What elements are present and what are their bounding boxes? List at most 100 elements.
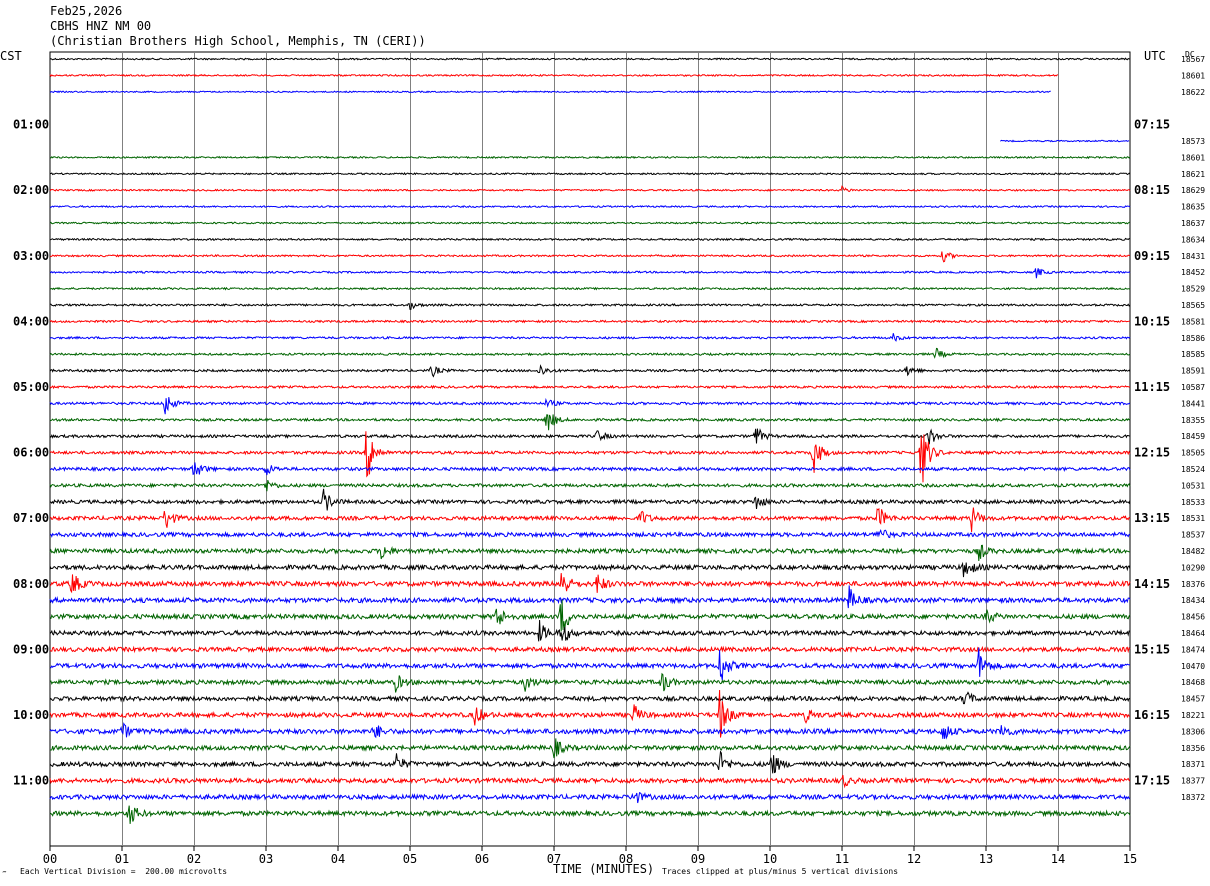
right-hour-label: 16:15 xyxy=(1134,708,1170,722)
dc-offset-label: 18434 xyxy=(1181,596,1205,605)
left-hour-label: 03:00 xyxy=(13,249,49,263)
dc-offset-label: 18567 xyxy=(1181,55,1205,64)
clip-note: Traces clipped at plus/minus 5 vertical … xyxy=(662,867,899,876)
x-tick-label: 09 xyxy=(691,852,705,866)
x-tick-label: 11 xyxy=(835,852,849,866)
left-hour-label: 01:00 xyxy=(13,118,49,132)
dc-offset-label: 18456 xyxy=(1181,613,1205,622)
left-hour-label: 11:00 xyxy=(13,774,49,788)
dc-offset-label: 18441 xyxy=(1181,399,1205,408)
x-tick-label: 06 xyxy=(475,852,489,866)
dc-offset-label: 18635 xyxy=(1181,203,1205,212)
dc-offset-label: 18377 xyxy=(1181,777,1205,786)
seismic-trace xyxy=(49,805,1131,824)
seismic-trace xyxy=(49,599,1131,632)
seismic-trace xyxy=(49,90,1051,94)
right-hour-label: 08:15 xyxy=(1134,183,1170,197)
right-hour-label: 13:15 xyxy=(1134,511,1170,525)
dc-offset-label: 18637 xyxy=(1181,219,1205,228)
seismic-trace xyxy=(49,585,1131,609)
x-tick-label: 07 xyxy=(547,852,561,866)
seismic-trace xyxy=(49,172,1131,176)
dc-offset-label: 18621 xyxy=(1181,170,1205,179)
seismic-trace xyxy=(49,268,1131,279)
dc-offset-label: 18457 xyxy=(1181,695,1205,704)
seismic-trace xyxy=(49,479,1131,492)
seismic-trace xyxy=(49,57,1131,61)
seismic-trace xyxy=(49,73,1059,78)
dc-offset-label: 18355 xyxy=(1181,416,1205,425)
dc-offset-label: 18221 xyxy=(1181,711,1205,720)
dc-offset-label: 10470 xyxy=(1181,662,1205,671)
dc-offset-label: 10587 xyxy=(1181,383,1205,392)
seismic-trace xyxy=(49,544,1131,562)
right-timezone-label: UTC xyxy=(1144,49,1166,63)
seismic-trace xyxy=(49,428,1131,445)
x-tick-label: 05 xyxy=(403,852,417,866)
seismic-trace xyxy=(49,302,1131,310)
seismic-trace xyxy=(49,286,1131,291)
x-tick-label: 14 xyxy=(1051,852,1065,866)
left-hour-label: 06:00 xyxy=(13,446,49,460)
seismic-trace xyxy=(49,507,1131,533)
seismic-trace xyxy=(49,431,1131,483)
left-hour-label: 10:00 xyxy=(13,708,49,722)
seismic-trace xyxy=(49,750,1131,774)
header-station: CBHS HNZ NM 00 xyxy=(50,19,152,33)
dc-offset-label: 18464 xyxy=(1181,629,1205,638)
left-hour-label: 09:00 xyxy=(13,642,49,656)
seismic-trace xyxy=(49,237,1131,242)
seismic-trace xyxy=(49,414,1131,431)
left-hour-label: 04:00 xyxy=(13,314,49,328)
seismic-trace xyxy=(49,221,1131,225)
seismic-trace xyxy=(1000,139,1130,143)
seismic-trace xyxy=(49,645,1131,654)
left-timezone-label: CST xyxy=(0,49,22,63)
dc-offset-label: 18431 xyxy=(1181,252,1205,261)
left-hour-label: 02:00 xyxy=(13,183,49,197)
right-hour-label: 12:15 xyxy=(1134,446,1170,460)
dc-offset-label: 18581 xyxy=(1181,317,1205,326)
seismic-trace xyxy=(49,774,1131,789)
dc-offset-label: 18505 xyxy=(1181,449,1205,458)
dc-offset-label: 18629 xyxy=(1181,186,1205,195)
right-hour-label: 07:15 xyxy=(1134,118,1170,132)
seismic-trace xyxy=(49,529,1131,539)
dc-offset-label: 18372 xyxy=(1181,793,1205,802)
dc-offset-label: 18531 xyxy=(1181,514,1205,523)
plot-frame xyxy=(49,51,1131,847)
right-hour-label: 10:15 xyxy=(1134,314,1170,328)
dc-offset-label: 18306 xyxy=(1181,727,1205,736)
dc-offset-label: 18376 xyxy=(1181,580,1205,589)
seismic-trace xyxy=(49,619,1130,642)
x-tick-label: 10 xyxy=(763,852,777,866)
seismic-trace xyxy=(49,333,1131,342)
left-hour-label: 08:00 xyxy=(13,577,49,591)
dc-offset-label: 18622 xyxy=(1181,88,1205,97)
x-tick-label: 00 xyxy=(43,852,57,866)
right-hour-label: 17:15 xyxy=(1134,774,1170,788)
left-hour-label: 07:00 xyxy=(13,511,49,525)
dc-offset-label: 18585 xyxy=(1181,350,1205,359)
dc-offset-label: 18533 xyxy=(1181,498,1205,507)
dc-offset-label: 18459 xyxy=(1181,432,1205,441)
x-tick-label: 15 xyxy=(1123,852,1137,866)
dc-offset-label: 18529 xyxy=(1181,285,1205,294)
right-hour-label: 09:15 xyxy=(1134,249,1170,263)
dc-offset-label: 18601 xyxy=(1181,71,1205,80)
seismic-trace xyxy=(49,319,1131,324)
seismic-trace xyxy=(49,672,1131,693)
seismic-trace xyxy=(49,488,1131,511)
header-date: Feb25,2026 xyxy=(50,4,123,18)
dc-offset-label: 18591 xyxy=(1181,367,1205,376)
right-hour-label: 14:15 xyxy=(1134,577,1170,591)
seismic-trace xyxy=(49,204,1131,209)
dc-offset-label: 18565 xyxy=(1181,301,1205,310)
dc-offset-label: 18474 xyxy=(1181,645,1205,654)
seismic-trace xyxy=(49,573,1131,594)
dc-offset-label: 18601 xyxy=(1181,153,1205,162)
dc-offset-label: 18482 xyxy=(1181,547,1205,556)
right-hour-label: 11:15 xyxy=(1134,380,1170,394)
seismic-trace xyxy=(49,347,1131,359)
